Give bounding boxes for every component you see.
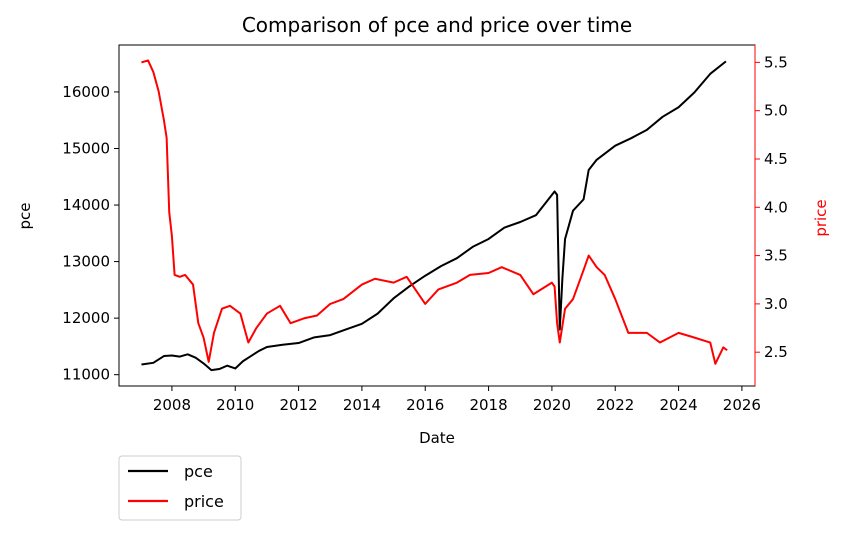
right-y-axis-label: price — [812, 199, 830, 236]
legend-label-price: price — [184, 492, 224, 511]
right-y-tick-label: 5.0 — [764, 102, 788, 120]
legend: pce price — [118, 455, 242, 521]
x-axis: 2008 2010 2012 2014 2016 2018 2020 2022 2024 2026 — [153, 386, 761, 414]
x-axis-label: Date — [419, 429, 455, 447]
x-tick-label: 2024 — [659, 396, 697, 414]
chart-title: Comparison of pce and price over time — [242, 13, 632, 37]
left-y-tick-label: 14000 — [62, 196, 110, 214]
right-y-axis: 2.5 3.0 3.5 4.0 4.5 5.0 5.5 — [754, 45, 788, 386]
right-y-tick-label: 4.0 — [764, 198, 788, 216]
left-y-tick-label: 16000 — [62, 83, 110, 101]
series-line-price — [141, 59, 728, 365]
x-tick-label: 2026 — [723, 396, 761, 414]
series-line-pce — [141, 60, 727, 372]
x-tick-label: 2010 — [216, 396, 254, 414]
right-y-tick-label: 2.5 — [764, 343, 788, 361]
left-y-tick-label: 11000 — [62, 366, 110, 384]
x-tick-label: 2016 — [406, 396, 444, 414]
x-tick-label: 2012 — [279, 396, 317, 414]
legend-label-pce: pce — [184, 462, 213, 481]
right-y-tick-label: 3.5 — [764, 247, 788, 265]
right-y-tick-label: 5.5 — [764, 53, 788, 71]
left-y-tick-label: 12000 — [62, 309, 110, 327]
series-layer — [141, 59, 728, 372]
x-tick-label: 2020 — [533, 396, 571, 414]
left-y-tick-label: 15000 — [62, 139, 110, 157]
x-tick-label: 2018 — [469, 396, 507, 414]
left-y-tick-label: 13000 — [62, 253, 110, 271]
left-y-axis: 11000 12000 13000 14000 15000 16000 — [62, 83, 119, 384]
x-tick-label: 2022 — [596, 396, 634, 414]
right-y-tick-label: 3.0 — [764, 295, 788, 313]
x-tick-label: 2008 — [153, 396, 191, 414]
right-y-tick-label: 4.5 — [764, 150, 788, 168]
x-tick-label: 2014 — [343, 396, 381, 414]
left-y-axis-label: pce — [16, 203, 34, 230]
